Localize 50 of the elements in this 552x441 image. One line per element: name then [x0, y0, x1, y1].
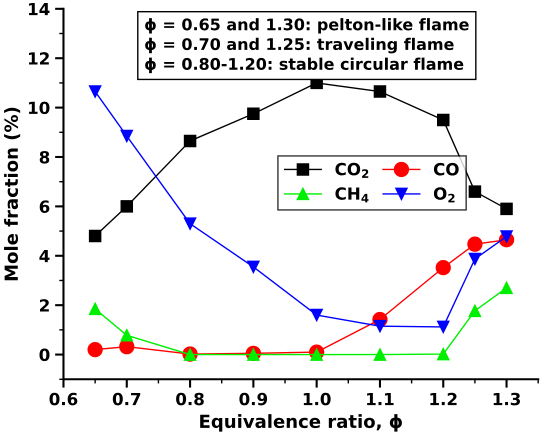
point	[87, 342, 103, 358]
point	[468, 185, 482, 198]
x-tick-label: 0.6	[50, 392, 78, 406]
annotation: ϕ = 0.65 and 1.30: pelton-like flame ϕ = 0.70 and 1.25: traveling flame ϕ = 0.80-1.20: stable circular flame	[145, 18, 469, 74]
point	[247, 260, 260, 274]
point	[120, 329, 134, 342]
point	[374, 320, 386, 332]
y-tick-label: 2	[40, 299, 49, 312]
y-axis-title: Mole fraction (%)	[4, 108, 20, 280]
point	[500, 202, 513, 216]
x-tick-label: 1.0	[304, 392, 331, 406]
point	[437, 114, 450, 126]
point	[120, 200, 134, 213]
point	[184, 134, 196, 148]
point	[184, 217, 196, 230]
point	[88, 230, 102, 242]
y-tick-label: 8	[40, 150, 50, 164]
legend-label: CO$_{2}$	[335, 162, 368, 178]
x-tick-label: 1.2	[430, 392, 457, 406]
x-axis-title: Equivalence ratio, ϕ	[200, 414, 402, 432]
point	[437, 348, 450, 360]
y-tick-label: 14	[28, 3, 50, 16]
y-tick-label: 4	[39, 250, 50, 262]
y-tick-label: 6	[40, 200, 50, 213]
point	[467, 236, 483, 252]
point	[437, 320, 450, 334]
point	[310, 348, 323, 361]
point	[120, 130, 134, 142]
x-tick-label: 0.8	[176, 392, 204, 406]
legend-label: O$_{2}$	[434, 187, 455, 202]
point	[468, 252, 482, 266]
legend-label: CO	[434, 162, 459, 176]
point	[500, 230, 513, 243]
x-tick-label: 0.7	[112, 392, 140, 406]
legend-label: CH$_{4}$	[335, 187, 369, 202]
x-tick-label: 1.1	[367, 392, 394, 406]
point	[374, 348, 386, 361]
point	[310, 308, 323, 322]
x-tick-label: 0.9	[239, 392, 268, 406]
point	[88, 302, 102, 316]
point	[88, 85, 102, 98]
point	[500, 282, 513, 294]
point	[247, 108, 260, 120]
y-tick-label: 10	[28, 102, 50, 114]
point	[436, 260, 451, 276]
x-tick-label: 1.3	[494, 392, 520, 406]
point	[468, 304, 482, 318]
y-tick-label: 0	[39, 348, 50, 362]
point	[374, 85, 386, 98]
y-tick-label: 12	[28, 52, 49, 65]
